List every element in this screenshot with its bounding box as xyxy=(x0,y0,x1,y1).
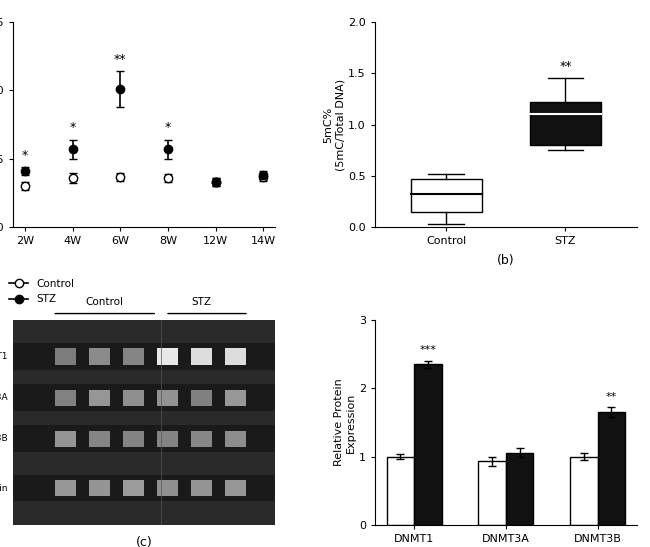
Text: *: * xyxy=(22,149,28,161)
FancyBboxPatch shape xyxy=(157,389,178,406)
FancyBboxPatch shape xyxy=(89,480,110,496)
FancyBboxPatch shape xyxy=(55,430,76,447)
FancyBboxPatch shape xyxy=(55,389,76,406)
Text: *: * xyxy=(70,121,75,134)
Text: (c): (c) xyxy=(136,536,153,547)
Text: DNMT3B: DNMT3B xyxy=(0,434,8,444)
FancyBboxPatch shape xyxy=(13,385,275,411)
Text: DNMT3A: DNMT3A xyxy=(0,393,8,402)
Text: β-actin: β-actin xyxy=(0,484,8,493)
Text: ***: *** xyxy=(419,345,436,356)
FancyBboxPatch shape xyxy=(191,480,213,496)
Text: Control: Control xyxy=(86,298,124,307)
FancyBboxPatch shape xyxy=(530,102,601,145)
Text: (a): (a) xyxy=(135,333,153,345)
Bar xyxy=(478,462,506,525)
FancyBboxPatch shape xyxy=(123,480,144,496)
FancyBboxPatch shape xyxy=(191,348,213,365)
FancyBboxPatch shape xyxy=(89,348,110,365)
FancyBboxPatch shape xyxy=(226,480,246,496)
FancyBboxPatch shape xyxy=(191,389,213,406)
FancyBboxPatch shape xyxy=(411,179,482,212)
FancyBboxPatch shape xyxy=(55,480,76,496)
Text: STZ: STZ xyxy=(192,298,212,307)
Y-axis label: Relative Protein
Expression: Relative Protein Expression xyxy=(334,379,356,466)
FancyBboxPatch shape xyxy=(89,389,110,406)
Text: DNMT1: DNMT1 xyxy=(0,352,8,361)
FancyBboxPatch shape xyxy=(89,430,110,447)
FancyBboxPatch shape xyxy=(157,480,178,496)
Bar xyxy=(414,364,442,525)
FancyBboxPatch shape xyxy=(191,430,213,447)
FancyBboxPatch shape xyxy=(123,430,144,447)
FancyBboxPatch shape xyxy=(55,348,76,365)
Text: **: ** xyxy=(114,53,127,66)
FancyBboxPatch shape xyxy=(226,389,246,406)
Y-axis label: 5mC%
(5mC/Total DNA): 5mC% (5mC/Total DNA) xyxy=(324,79,345,171)
Text: (b): (b) xyxy=(497,254,515,267)
FancyBboxPatch shape xyxy=(157,430,178,447)
FancyBboxPatch shape xyxy=(13,344,275,370)
Text: **: ** xyxy=(559,60,572,73)
FancyBboxPatch shape xyxy=(123,389,144,406)
Bar xyxy=(387,457,414,525)
FancyBboxPatch shape xyxy=(226,430,246,447)
Bar xyxy=(597,412,625,525)
FancyBboxPatch shape xyxy=(13,426,275,452)
Bar xyxy=(570,457,597,525)
Bar xyxy=(506,452,534,525)
Legend: Control, STZ: Control, STZ xyxy=(5,275,79,309)
FancyBboxPatch shape xyxy=(13,475,275,502)
FancyBboxPatch shape xyxy=(123,348,144,365)
FancyBboxPatch shape xyxy=(157,348,178,365)
FancyBboxPatch shape xyxy=(226,348,246,365)
Text: *: * xyxy=(165,121,171,134)
Text: **: ** xyxy=(606,392,617,402)
